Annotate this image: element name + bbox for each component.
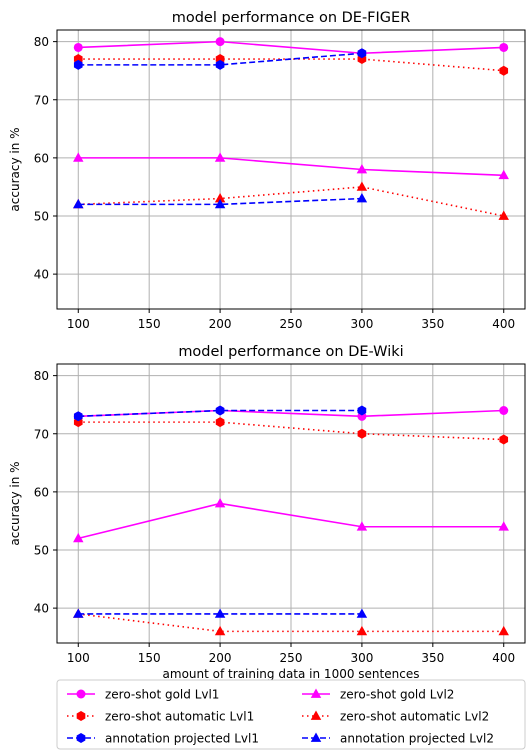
data-point-annotation-projected-lvl2-200 — [214, 608, 226, 618]
x-tick-label: 200 — [209, 651, 232, 665]
x-tick-label: 100 — [67, 317, 90, 331]
data-point-annotation-projected-lvl1-100 — [73, 59, 83, 70]
data-point-zero-shot-gold-lvl1-400 — [499, 406, 509, 415]
series-line-zero-shot-gold-lvl1 — [78, 40, 504, 55]
data-point-zero-shot-gold-lvl1-100 — [73, 42, 83, 52]
chart-title: model performance on DE-Wiki — [178, 344, 403, 360]
series-line-zero-shot-gold-lvl2 — [78, 157, 504, 177]
data-point-zero-shot-automatic-lvl1-300 — [357, 428, 367, 439]
data-point-zero-shot-automatic-lvl1-400 — [499, 434, 509, 445]
x-tick-label: 200 — [209, 317, 232, 331]
x-tick-label: 400 — [492, 317, 515, 331]
legend-marker-zero-shot-automatic-lvl2 — [310, 710, 322, 720]
series-line-zero-shot-automatic-lvl1 — [78, 58, 504, 72]
data-point-zero-shot-automatic-lvl2-300 — [356, 181, 368, 191]
data-point-zero-shot-automatic-lvl2-200 — [214, 625, 226, 636]
data-point-annotation-projected-lvl2-100 — [73, 608, 84, 618]
data-point-annotation-projected-lvl1-300 — [357, 48, 367, 59]
data-point-annotation-projected-lvl2-100 — [73, 198, 84, 209]
chart-panel-de-wiki: 100 150 200 250 300 350 400 40 50 60 70 80 model per… — [8, 344, 526, 681]
series-line-zero-shot-automatic-lvl2 — [78, 186, 504, 217]
legend-marker-annotation-projected-lvl2 — [310, 732, 322, 742]
data-point-zero-shot-automatic-lvl2-300 — [356, 625, 368, 636]
series-line-zero-shot-automatic-lvl2 — [78, 613, 504, 633]
data-point-zero-shot-automatic-lvl1-200 — [215, 417, 225, 428]
data-point-zero-shot-gold-lvl2-300 — [356, 521, 368, 531]
legend-label: zero-shot automatic Lvl2 — [340, 710, 489, 724]
y-tick-label: 80 — [34, 35, 49, 49]
y-tick-label: 60 — [34, 151, 49, 165]
y-tick-label: 70 — [34, 93, 49, 107]
data-point-annotation-projected-lvl2-200 — [214, 198, 226, 209]
x-axis-label: amount of training data in 1000 sentence… — [163, 667, 420, 681]
series-line-annotation-projected-lvl2 — [78, 197, 362, 206]
data-point-annotation-projected-lvl1-200 — [215, 59, 225, 70]
data-point-zero-shot-gold-lvl2-300 — [356, 164, 368, 174]
x-tick-label: 150 — [138, 651, 161, 665]
y-tick-label: 60 — [34, 485, 49, 499]
legend: zero-shot gold Lvl1 zero-shot gold Lvl2 ze… — [56, 679, 526, 750]
data-point-zero-shot-gold-lvl2-100 — [73, 152, 84, 162]
series-line-annotation-projected-lvl1 — [78, 52, 362, 66]
x-tick-label: 300 — [350, 317, 373, 331]
legend-marker-zero-shot-automatic-lvl1 — [76, 711, 86, 721]
series-line-annotation-projected-lvl1 — [78, 409, 362, 418]
series-line-zero-shot-automatic-lvl1 — [78, 421, 504, 441]
x-tick-label: 100 — [67, 651, 90, 665]
series-line-zero-shot-gold-lvl1 — [78, 409, 504, 418]
data-point-zero-shot-automatic-lvl1-400 — [499, 65, 509, 76]
x-tick-label: 350 — [421, 317, 444, 331]
y-axis-label: accuracy in % — [8, 461, 22, 545]
legend-marker-annotation-projected-lvl1 — [76, 733, 86, 743]
series-line-zero-shot-gold-lvl2 — [78, 502, 504, 540]
legend-label: zero-shot gold Lvl2 — [340, 688, 454, 702]
x-tick-label: 150 — [138, 317, 161, 331]
x-tick-label: 250 — [280, 317, 303, 331]
y-tick-label: 70 — [34, 427, 49, 441]
legend-box — [56, 679, 526, 750]
y-tick-label: 50 — [34, 210, 49, 224]
y-tick-label: 50 — [34, 544, 49, 558]
data-point-annotation-projected-lvl2-300 — [356, 193, 368, 203]
legend-marker-zero-shot-gold-lvl2 — [310, 688, 322, 698]
x-tick-label: 250 — [280, 651, 303, 665]
data-point-zero-shot-gold-lvl1-200 — [215, 37, 225, 47]
legend-marker-zero-shot-gold-lvl1 — [76, 689, 86, 699]
data-point-zero-shot-gold-lvl2-400 — [498, 521, 509, 531]
data-point-annotation-projected-lvl2-300 — [356, 608, 368, 618]
data-point-annotation-projected-lvl1-100 — [73, 411, 83, 422]
data-point-zero-shot-automatic-lvl2-400 — [498, 210, 509, 220]
chart-panel-de-figer: 100 150 200 250 300 350 400 40 50 60 70 80 model per… — [8, 10, 526, 331]
y-axis-label: accuracy in % — [8, 127, 22, 211]
data-point-zero-shot-gold-lvl2-200 — [214, 498, 226, 508]
y-tick-label: 80 — [34, 369, 49, 383]
data-point-zero-shot-gold-lvl2-100 — [73, 532, 84, 543]
x-tick-label: 300 — [350, 651, 373, 665]
x-tick-label: 350 — [421, 651, 444, 665]
data-point-zero-shot-gold-lvl2-400 — [498, 169, 509, 180]
data-point-zero-shot-automatic-lvl2-200 — [214, 193, 226, 203]
data-point-zero-shot-gold-lvl1-400 — [499, 42, 509, 52]
legend-label: annotation projected Lvl1 — [105, 732, 259, 746]
chart-title: model performance on DE-FIGER — [172, 10, 411, 26]
data-point-annotation-projected-lvl1-300 — [357, 405, 367, 416]
y-tick-label: 40 — [34, 602, 49, 616]
legend-label: annotation projected Lvl2 — [340, 732, 494, 746]
legend-label: zero-shot gold Lvl1 — [105, 688, 219, 702]
y-tick-label: 40 — [34, 268, 49, 282]
data-point-zero-shot-automatic-lvl2-400 — [498, 625, 509, 636]
data-point-zero-shot-gold-lvl2-200 — [214, 152, 226, 162]
data-point-annotation-projected-lvl1-200 — [215, 405, 225, 416]
legend-label: zero-shot automatic Lvl1 — [105, 710, 254, 724]
x-tick-label: 400 — [492, 651, 515, 665]
